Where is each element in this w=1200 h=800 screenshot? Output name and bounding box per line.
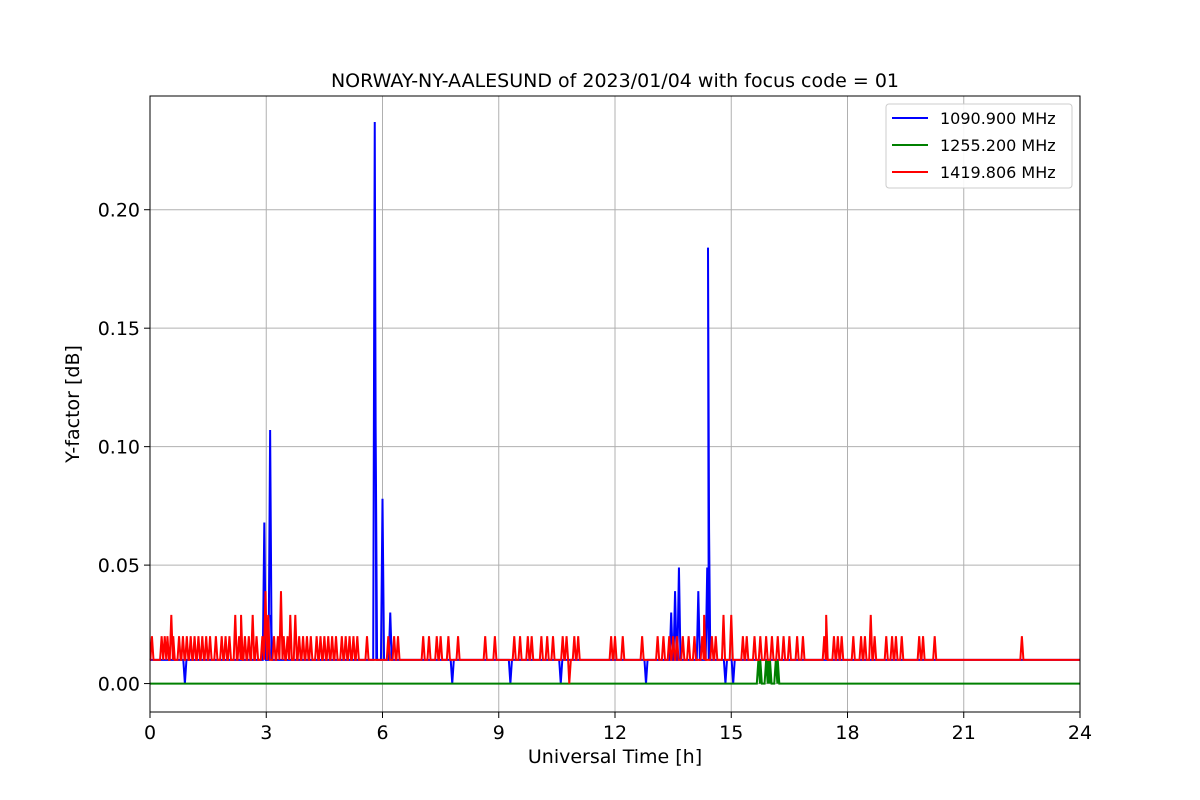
chart-title: NORWAY-NY-AALESUND of 2023/01/04 with fo…	[331, 70, 899, 92]
x-tick-label: 3	[260, 722, 272, 744]
series-line-2	[149, 591, 1080, 684]
y-tick-label: 0.20	[98, 200, 140, 222]
legend-box	[885, 103, 1073, 189]
x-tick-label: 0	[144, 722, 156, 744]
x-tick-label: 18	[835, 722, 859, 744]
y-tick-label: 0.15	[98, 318, 140, 340]
x-tick-label: 9	[493, 722, 505, 744]
x-tick-label: 12	[603, 722, 627, 744]
x-tick-label: 15	[719, 722, 743, 744]
x-axis-label: Universal Time [h]	[528, 746, 702, 768]
series-area	[149, 122, 1080, 685]
y-axis-ticks: 0.00 0.05 0.10 0.15 0.20	[98, 200, 150, 696]
x-tick-label: 6	[376, 722, 388, 744]
y-tick-label: 0.00	[98, 674, 140, 696]
x-tick-label: 21	[952, 722, 976, 744]
x-tick-label: 24	[1068, 722, 1092, 744]
y-tick-label: 0.10	[98, 437, 140, 459]
y-axis-label: Y-factor [dB]	[62, 345, 84, 464]
legend: 1090.900 MHz 1255.200 MHz 1419.806 MHz	[885, 103, 1073, 189]
y-tick-label: 0.05	[98, 555, 140, 577]
legend-label-1090: 1090.900 MHz	[940, 109, 1056, 128]
legend-label-1419: 1419.806 MHz	[940, 163, 1056, 182]
x-axis-ticks: 0 3 6 9 12 15 18 21 24	[144, 712, 1092, 744]
legend-label-1255: 1255.200 MHz	[940, 136, 1056, 155]
